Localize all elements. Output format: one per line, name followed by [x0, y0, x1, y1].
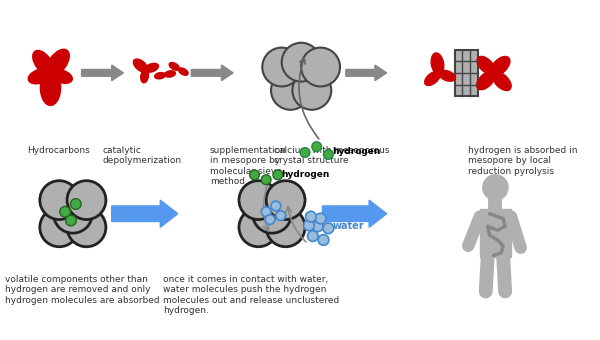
Circle shape — [40, 208, 79, 247]
Circle shape — [323, 150, 333, 159]
Text: hydrogen: hydrogen — [282, 170, 330, 180]
Circle shape — [307, 231, 318, 241]
Circle shape — [253, 194, 292, 233]
Text: volatile components other than
hydrogen are removed and only
hydrogen molecules : volatile components other than hydrogen … — [5, 275, 160, 305]
Circle shape — [483, 175, 508, 200]
Ellipse shape — [476, 71, 495, 90]
Circle shape — [300, 148, 310, 157]
Ellipse shape — [439, 70, 455, 81]
Circle shape — [239, 181, 278, 220]
Circle shape — [262, 48, 301, 86]
Text: Hydrocarbons: Hydrocarbons — [27, 146, 90, 155]
Circle shape — [53, 194, 92, 233]
Ellipse shape — [490, 56, 510, 76]
Circle shape — [301, 48, 340, 86]
Ellipse shape — [477, 56, 495, 74]
Circle shape — [312, 142, 322, 152]
Ellipse shape — [145, 63, 158, 72]
Bar — [455, 50, 478, 96]
Circle shape — [262, 175, 271, 185]
Circle shape — [65, 215, 76, 226]
Circle shape — [262, 207, 271, 217]
Ellipse shape — [431, 53, 444, 74]
Circle shape — [304, 220, 314, 231]
Text: water: water — [332, 221, 364, 231]
Circle shape — [305, 211, 316, 222]
Circle shape — [313, 221, 323, 232]
Circle shape — [250, 170, 259, 180]
Text: hydrogen: hydrogen — [332, 147, 380, 156]
Text: once it comes in contact with water,
water molecules push the hydrogen
molecules: once it comes in contact with water, wat… — [163, 275, 340, 315]
Polygon shape — [323, 200, 386, 227]
Circle shape — [265, 215, 275, 224]
Polygon shape — [82, 65, 124, 81]
Ellipse shape — [51, 70, 73, 83]
Text: calcium with mesoporous
crystal structure: calcium with mesoporous crystal structur… — [274, 146, 389, 165]
Circle shape — [271, 201, 281, 211]
Circle shape — [239, 208, 278, 247]
Circle shape — [292, 71, 331, 110]
Circle shape — [40, 181, 79, 220]
Circle shape — [273, 170, 283, 180]
Ellipse shape — [155, 72, 166, 79]
Text: hydrogen is absorbed in
mesopore by local
reduction pyrolysis: hydrogen is absorbed in mesopore by loca… — [468, 146, 578, 175]
Text: supplementation
in mesopore by
molecular sieve
method: supplementation in mesopore by molecular… — [210, 146, 287, 186]
Ellipse shape — [47, 49, 69, 76]
Ellipse shape — [28, 69, 52, 84]
Circle shape — [318, 235, 329, 245]
Polygon shape — [191, 65, 233, 81]
Ellipse shape — [133, 59, 148, 72]
Circle shape — [266, 181, 305, 220]
Bar — [480, 209, 511, 257]
Circle shape — [60, 206, 70, 217]
Ellipse shape — [33, 50, 53, 75]
Circle shape — [266, 208, 305, 247]
Ellipse shape — [425, 71, 440, 85]
Ellipse shape — [40, 69, 61, 105]
Circle shape — [67, 208, 106, 247]
Circle shape — [282, 43, 320, 82]
Circle shape — [323, 223, 334, 234]
Ellipse shape — [169, 63, 179, 70]
Circle shape — [70, 199, 81, 209]
Circle shape — [315, 213, 326, 224]
Ellipse shape — [164, 71, 175, 77]
Circle shape — [271, 71, 310, 110]
Ellipse shape — [141, 69, 149, 83]
Ellipse shape — [493, 72, 511, 90]
Circle shape — [276, 211, 286, 221]
Text: catalytic
depolymerization: catalytic depolymerization — [103, 146, 182, 165]
Polygon shape — [346, 65, 386, 81]
Ellipse shape — [179, 68, 188, 75]
Polygon shape — [112, 200, 178, 227]
Circle shape — [67, 181, 106, 220]
